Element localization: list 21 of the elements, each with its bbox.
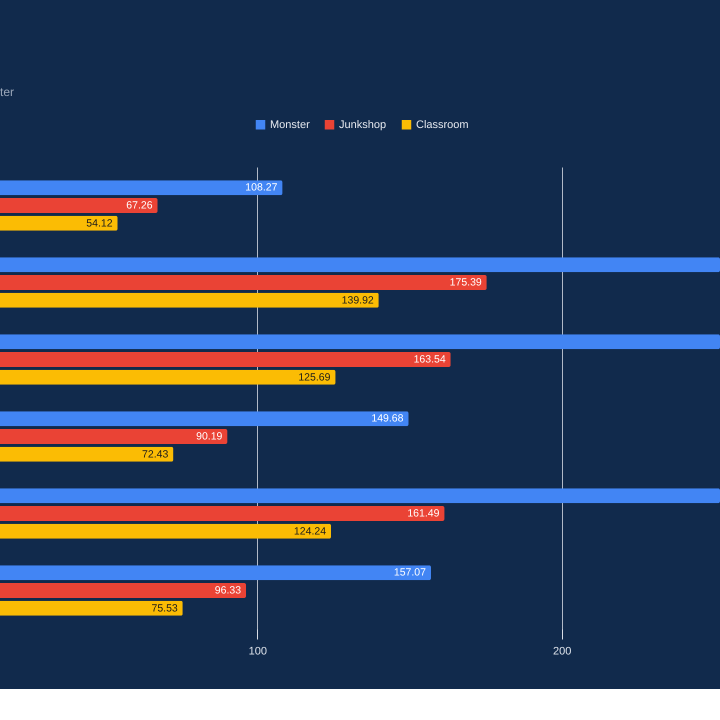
- legend-label: Classroom: [416, 118, 469, 131]
- data-label: 157.07: [394, 566, 426, 579]
- x-tick-label: 100: [248, 646, 267, 658]
- data-label: 149.68: [371, 412, 404, 425]
- data-label: 72.43: [142, 448, 168, 460]
- legend-label: Junkshop: [339, 118, 386, 131]
- data-label: 124.24: [294, 525, 326, 538]
- data-label: 163.54: [414, 354, 446, 366]
- data-label: 75.53: [151, 602, 178, 614]
- data-label: 108.27: [245, 182, 278, 194]
- data-label: 175.39: [450, 276, 482, 288]
- data-label: 161.49: [407, 508, 440, 520]
- data-label: 54.12: [86, 217, 113, 230]
- data-label: 67.26: [126, 200, 153, 212]
- x-tick-label: 200: [553, 646, 572, 658]
- data-label: 125.69: [298, 371, 331, 384]
- data-label: 90.19: [196, 430, 223, 442]
- data-label: 139.92: [342, 294, 374, 306]
- chart-title: ter: [0, 85, 14, 99]
- legend-label: Monster: [270, 118, 310, 131]
- data-label: 96.33: [214, 584, 242, 596]
